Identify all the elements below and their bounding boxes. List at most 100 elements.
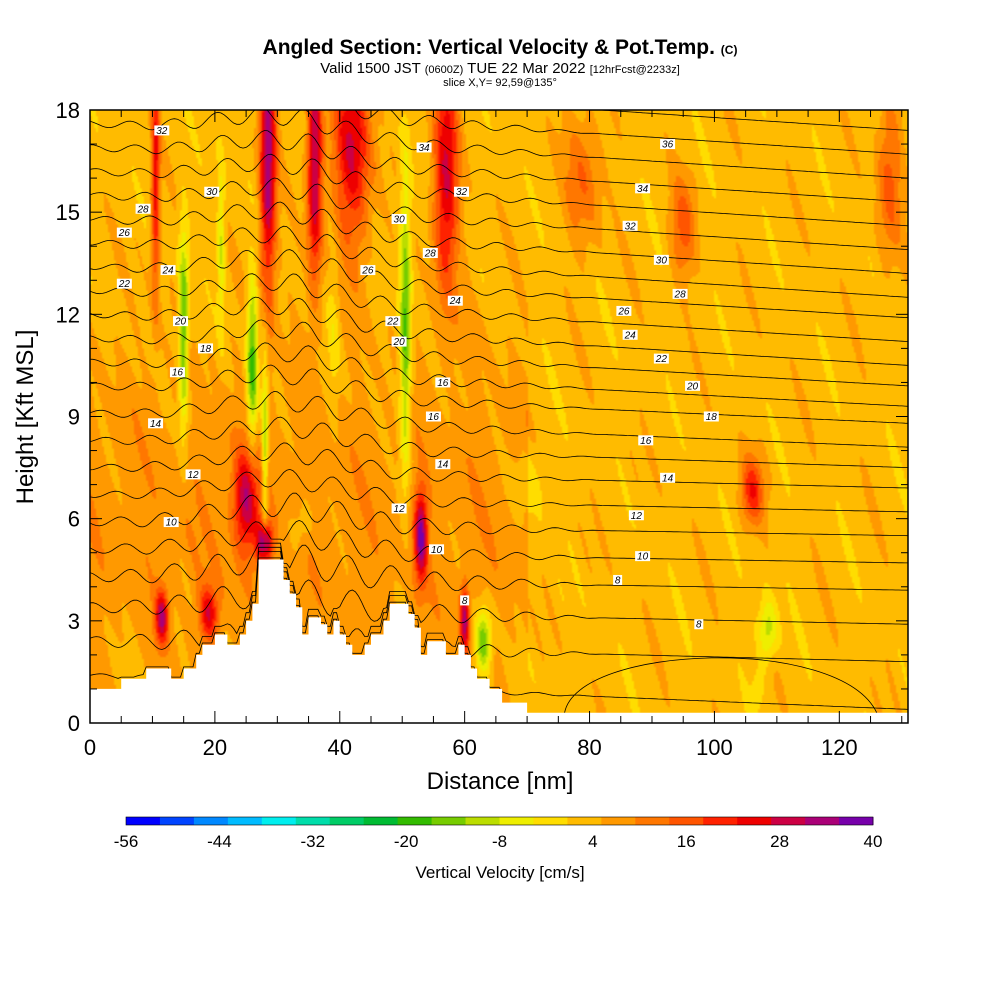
svg-text:28: 28 [424,249,437,260]
colorbar-swatch [533,817,568,825]
svg-text:8: 8 [696,620,702,631]
contour-label: 10 [163,517,179,529]
theta-line [354,110,908,155]
x-tick-label: 20 [203,735,227,760]
theta-line [90,110,908,179]
contour-label: 20 [173,316,189,328]
contour-label: 28 [672,288,688,300]
y-tick-label: 18 [56,98,80,123]
contour-label: 18 [703,411,719,423]
svg-text:24: 24 [624,330,637,341]
theta-line [90,442,908,489]
x-tick-label: 40 [328,735,352,760]
x-tick-label: 80 [577,735,601,760]
colorbar-swatch [295,817,331,825]
slice-label: slice X,Y= 92,59@135° [443,77,557,89]
colorbar-tick-label: -56 [114,832,139,851]
theta-line [90,296,908,366]
colorbar-tick-label: -32 [300,832,325,851]
colorbar-swatch [329,817,365,825]
contour-label: 30 [204,186,220,198]
svg-text:22: 22 [386,317,399,328]
contour-label: 34 [635,183,651,195]
contour-label: 22 [116,278,132,290]
colorbar-swatch [126,817,161,825]
x-tick-label: 120 [821,735,858,760]
colorbar-swatch [771,817,806,825]
svg-text:14: 14 [437,460,449,471]
svg-text:8: 8 [462,596,468,607]
svg-text:34: 34 [419,143,431,154]
contour-label: 26 [116,227,132,239]
svg-text:34: 34 [637,184,649,195]
svg-text:22: 22 [655,354,668,365]
colorbar-swatch [669,817,704,825]
colorbar-swatch [363,817,399,825]
colorbar: -56 -44 -32 -20 -8 4 16 28 40 [114,816,882,851]
contour-label: 22 [653,353,669,365]
colorbar-swatch [601,817,636,825]
svg-text:16: 16 [437,378,449,389]
contour-label: 8 [460,595,470,607]
colorbar-swatch [159,817,195,825]
colorbar-swatch [193,817,229,825]
y-tick-label: 3 [68,609,80,634]
theta-line [90,519,908,564]
theta-line [90,468,908,513]
contour-label: 8 [694,619,704,631]
svg-text:24: 24 [449,296,462,307]
svg-text:26: 26 [361,266,374,277]
theta-line [90,416,908,468]
contour-label: 16 [435,377,451,389]
contour-label: 28 [135,203,151,215]
contour-label: 24 [160,265,176,277]
contour-label: 26 [360,265,376,277]
svg-text:16: 16 [428,412,440,423]
svg-text:18: 18 [706,412,718,423]
chart-title: Angled Section: Vertical Velocity & Pot.… [262,36,738,59]
theta-line [90,342,908,407]
contour-label: 26 [616,305,632,317]
contour-label: 16 [638,435,654,447]
theta-line [90,129,908,203]
contour-label: 24 [447,295,463,307]
contour-labels: 32 34 36 30 32 34 28 30 32 26 28 30 24 26 28 22 24 26 20 22… [116,125,719,631]
y-tick-label: 6 [68,507,80,532]
colorbar-tick-label: 28 [770,832,789,851]
theta-line [90,492,908,537]
colorbar-swatch [805,817,840,825]
svg-text:10: 10 [637,552,649,563]
contour-label: 12 [391,503,407,515]
svg-text:10: 10 [166,518,178,529]
contour-label: 14 [148,418,164,430]
svg-text:16: 16 [172,368,184,379]
y-axis-label: Height [Kft MSL] [12,329,39,505]
theta-line [90,249,908,319]
contour-label: 8 [613,574,623,586]
theta-line [90,201,908,274]
contour-label: 36 [660,139,676,151]
colorbar-swatch [227,817,263,825]
svg-text:12: 12 [631,511,643,522]
contour-label: 12 [628,510,644,522]
x-axis-label: Distance [nm] [426,768,574,795]
theta-line [90,225,908,298]
svg-text:28: 28 [137,204,150,215]
contour-label: 32 [154,125,170,137]
svg-text:26: 26 [118,228,131,239]
theta-line [597,110,908,131]
theta-line [90,390,908,448]
svg-text:32: 32 [156,126,168,137]
theta-line [90,153,908,227]
velocity-heatmap [90,110,908,723]
x-tick-label: 60 [452,735,476,760]
svg-text:20: 20 [174,317,187,328]
colorbar-swatch [465,817,500,825]
theta-line [90,273,908,342]
colorbar-tick-label: 4 [588,832,597,851]
colorbar-swatch [261,817,297,825]
svg-text:14: 14 [662,473,674,484]
theta-line [90,364,908,424]
theta-line [90,551,908,663]
svg-text:36: 36 [662,140,674,151]
